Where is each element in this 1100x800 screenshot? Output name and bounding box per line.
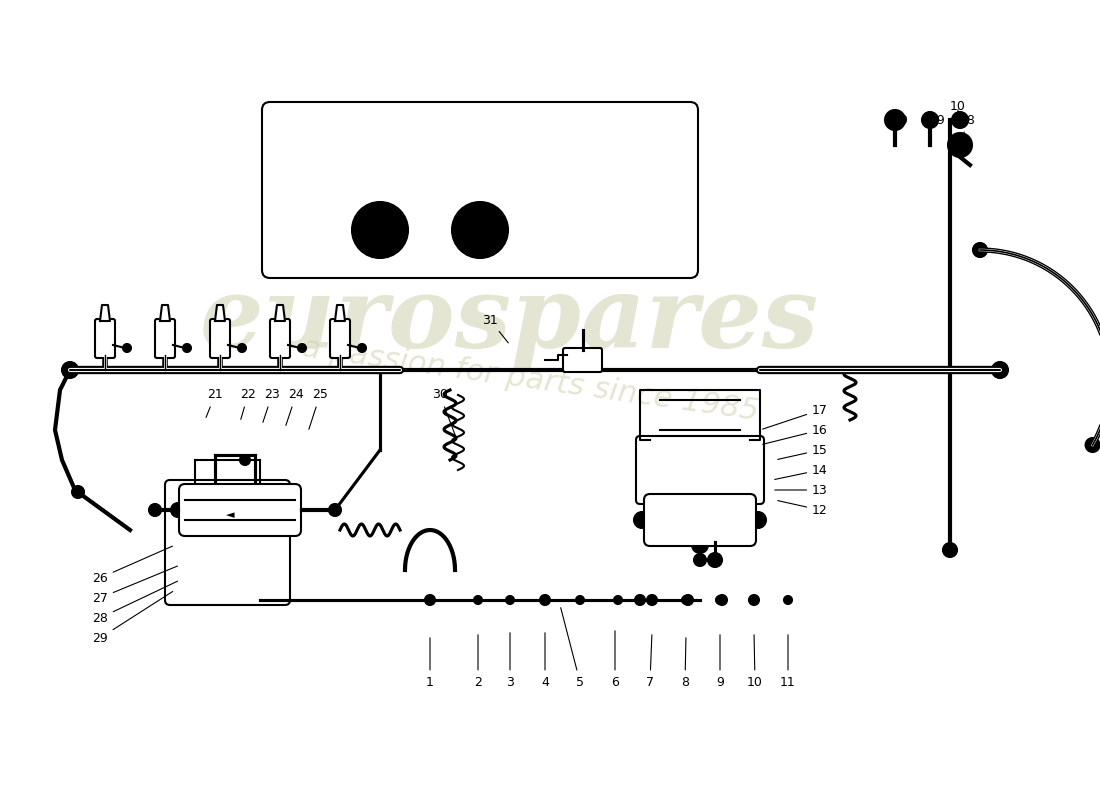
Circle shape bbox=[694, 554, 706, 566]
Text: 9: 9 bbox=[716, 634, 724, 689]
FancyBboxPatch shape bbox=[270, 319, 290, 358]
Circle shape bbox=[952, 112, 968, 128]
Circle shape bbox=[943, 543, 957, 557]
Text: 8: 8 bbox=[681, 638, 689, 689]
Polygon shape bbox=[160, 305, 170, 321]
Text: 10: 10 bbox=[950, 101, 966, 114]
Circle shape bbox=[683, 595, 693, 605]
FancyBboxPatch shape bbox=[644, 494, 756, 546]
FancyBboxPatch shape bbox=[330, 319, 350, 358]
Circle shape bbox=[540, 595, 550, 605]
Circle shape bbox=[170, 503, 185, 517]
Text: 14: 14 bbox=[774, 463, 828, 479]
Text: 26: 26 bbox=[92, 546, 173, 585]
Circle shape bbox=[948, 133, 972, 157]
Circle shape bbox=[352, 202, 408, 258]
Circle shape bbox=[692, 537, 708, 553]
Circle shape bbox=[992, 362, 1008, 378]
Circle shape bbox=[634, 512, 650, 528]
Circle shape bbox=[922, 112, 938, 128]
Circle shape bbox=[749, 595, 759, 605]
Text: 16: 16 bbox=[762, 423, 828, 444]
Text: 1: 1 bbox=[426, 638, 433, 689]
Circle shape bbox=[708, 553, 722, 567]
Text: 4: 4 bbox=[541, 633, 549, 689]
Text: 29: 29 bbox=[92, 591, 173, 645]
Circle shape bbox=[240, 455, 250, 465]
Text: 11: 11 bbox=[780, 634, 796, 689]
Circle shape bbox=[62, 362, 78, 378]
Circle shape bbox=[635, 595, 645, 605]
Circle shape bbox=[298, 344, 306, 352]
FancyBboxPatch shape bbox=[563, 348, 602, 372]
Text: 23: 23 bbox=[263, 389, 279, 422]
Text: 27: 27 bbox=[92, 566, 177, 605]
Circle shape bbox=[717, 595, 727, 605]
Circle shape bbox=[238, 344, 246, 352]
Polygon shape bbox=[100, 305, 110, 321]
Text: 3: 3 bbox=[506, 633, 514, 689]
Text: eurospares: eurospares bbox=[200, 272, 820, 368]
Text: 24: 24 bbox=[286, 389, 304, 426]
Circle shape bbox=[506, 596, 514, 604]
Circle shape bbox=[123, 344, 131, 352]
Text: 31: 31 bbox=[482, 314, 508, 343]
Text: 22: 22 bbox=[240, 389, 256, 419]
Circle shape bbox=[452, 202, 508, 258]
Circle shape bbox=[360, 210, 400, 250]
FancyBboxPatch shape bbox=[155, 319, 175, 358]
Text: 17: 17 bbox=[762, 403, 828, 429]
Circle shape bbox=[682, 596, 690, 604]
Text: 28: 28 bbox=[92, 581, 177, 625]
Text: 12: 12 bbox=[778, 501, 828, 517]
Polygon shape bbox=[336, 305, 345, 321]
Text: 5: 5 bbox=[561, 608, 584, 689]
Circle shape bbox=[576, 596, 584, 604]
FancyBboxPatch shape bbox=[262, 102, 698, 278]
Circle shape bbox=[72, 486, 84, 498]
Circle shape bbox=[474, 596, 482, 604]
Circle shape bbox=[784, 596, 792, 604]
Text: 7: 7 bbox=[646, 634, 654, 689]
Polygon shape bbox=[214, 305, 225, 321]
Polygon shape bbox=[275, 305, 285, 321]
FancyBboxPatch shape bbox=[95, 319, 116, 358]
Text: 2: 2 bbox=[474, 634, 482, 689]
Text: 19: 19 bbox=[931, 114, 946, 126]
Text: 13: 13 bbox=[774, 483, 828, 497]
Text: 15: 15 bbox=[778, 443, 828, 459]
Circle shape bbox=[148, 504, 161, 516]
Text: 6: 6 bbox=[612, 630, 619, 689]
Text: 21: 21 bbox=[206, 389, 223, 418]
Circle shape bbox=[63, 363, 77, 377]
Circle shape bbox=[647, 595, 657, 605]
Text: 25: 25 bbox=[309, 389, 328, 430]
Circle shape bbox=[716, 596, 724, 604]
Circle shape bbox=[460, 210, 500, 250]
Circle shape bbox=[1086, 438, 1100, 452]
FancyBboxPatch shape bbox=[210, 319, 230, 358]
Circle shape bbox=[329, 504, 341, 516]
Text: a passion for parts since 1985: a passion for parts since 1985 bbox=[300, 334, 760, 426]
Circle shape bbox=[614, 596, 622, 604]
Text: 18: 18 bbox=[960, 114, 976, 142]
Circle shape bbox=[358, 344, 366, 352]
Text: 10: 10 bbox=[747, 634, 763, 689]
Circle shape bbox=[886, 110, 905, 130]
Circle shape bbox=[183, 344, 191, 352]
Text: ◄: ◄ bbox=[226, 510, 234, 520]
Circle shape bbox=[750, 512, 766, 528]
Circle shape bbox=[974, 243, 987, 257]
Circle shape bbox=[425, 595, 435, 605]
Text: 20: 20 bbox=[892, 114, 907, 126]
Text: 30: 30 bbox=[432, 389, 456, 438]
FancyBboxPatch shape bbox=[179, 484, 301, 536]
